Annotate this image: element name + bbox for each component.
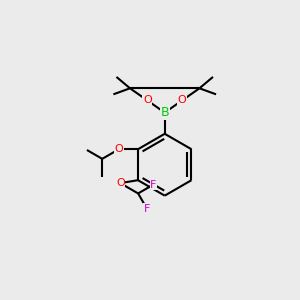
- Text: O: O: [143, 95, 152, 105]
- Text: B: B: [160, 106, 169, 119]
- Text: F: F: [144, 204, 150, 214]
- Text: O: O: [178, 95, 187, 105]
- Text: O: O: [114, 144, 123, 154]
- Text: O: O: [116, 178, 125, 188]
- Text: F: F: [150, 180, 157, 190]
